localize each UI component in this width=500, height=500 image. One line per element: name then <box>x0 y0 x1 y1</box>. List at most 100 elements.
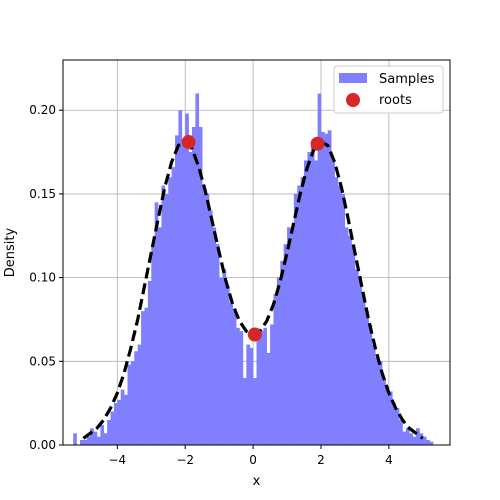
x-tick-label: 4 <box>385 453 393 467</box>
y-tick-label: 0.20 <box>29 103 56 117</box>
histogram-bar <box>287 227 291 445</box>
histogram-bar <box>205 193 210 445</box>
y-tick-label: 0.00 <box>29 438 56 452</box>
histogram-bar <box>395 408 400 445</box>
histogram-bar <box>388 391 393 445</box>
histogram-bar <box>144 307 149 445</box>
x-tick-label: −2 <box>176 453 194 467</box>
histogram-bar <box>232 311 237 445</box>
histogram-bar <box>110 411 115 445</box>
histogram-bar <box>236 327 240 445</box>
histogram-bar <box>117 399 122 445</box>
y-axis-ticks: 0.00 0.05 0.10 0.15 0.20 <box>29 103 63 452</box>
histogram-bar <box>429 441 434 445</box>
histogram-bar <box>378 361 383 445</box>
histogram-bar <box>365 311 369 445</box>
histogram-bar <box>73 433 77 445</box>
histogram-bar <box>402 431 407 445</box>
histogram-bar <box>154 202 159 445</box>
histogram-bar <box>130 361 135 445</box>
histogram-bar <box>103 433 108 445</box>
histogram-bar <box>215 244 220 445</box>
legend: Samples roots <box>333 65 444 114</box>
histogram-bar <box>361 294 366 445</box>
y-tick-label: 0.10 <box>29 271 56 285</box>
x-tick-label: −4 <box>108 453 126 467</box>
histogram-bar <box>307 152 312 445</box>
histogram-bar <box>168 177 172 445</box>
histogram-bar <box>348 235 352 445</box>
histogram-bar <box>246 344 251 445</box>
histogram-bar <box>124 394 128 445</box>
histogram-bar <box>164 193 169 445</box>
histogram-bar <box>385 386 390 445</box>
histogram-bar <box>273 294 278 445</box>
histogram-bar <box>107 419 111 445</box>
legend-label-samples: Samples <box>379 72 435 87</box>
histogram-bar <box>266 352 271 445</box>
histogram-bar <box>120 389 125 445</box>
histogram-bar <box>249 347 254 445</box>
histogram-bar <box>93 431 98 445</box>
x-axis-ticks: −4 −2 0 2 4 <box>108 445 393 467</box>
histogram-bar <box>409 433 413 445</box>
histogram-bar <box>422 436 427 445</box>
histogram-bar <box>304 160 308 445</box>
root-marker <box>310 136 325 151</box>
histogram-bar <box>263 327 267 445</box>
histogram-bar <box>358 277 363 445</box>
root-markers <box>181 135 325 342</box>
histogram-bar <box>392 403 396 445</box>
histogram-bar <box>426 439 430 445</box>
histogram-bar <box>314 160 318 445</box>
histogram-bar <box>270 324 274 445</box>
histogram-bar <box>79 439 84 445</box>
y-tick-label: 0.15 <box>29 187 56 201</box>
x-tick-label: 0 <box>249 453 257 467</box>
histogram-bar <box>141 311 145 445</box>
histogram-bar <box>161 185 166 446</box>
histogram-bar <box>181 138 186 445</box>
histogram-bar <box>412 436 417 445</box>
histogram-bar <box>86 436 91 445</box>
histogram-bar <box>354 269 359 445</box>
histogram-bar <box>334 177 339 445</box>
histogram-bar <box>171 167 176 445</box>
histogram-bar <box>222 269 227 445</box>
histogram-bar <box>178 110 183 445</box>
histogram-bar <box>416 428 420 445</box>
histogram-bar <box>195 93 200 445</box>
histogram-bar <box>219 277 223 445</box>
histogram-bar <box>324 133 329 446</box>
histogram-bar <box>202 185 206 446</box>
histogram-bar <box>276 277 281 445</box>
histogram-bar <box>147 280 152 445</box>
histogram-bar <box>256 336 261 445</box>
histogram-bar <box>310 143 315 445</box>
histogram-bar <box>225 285 230 445</box>
histogram-bar <box>151 244 155 445</box>
histogram-bar <box>375 357 380 445</box>
histogram-bar <box>331 160 335 445</box>
histogram-bar <box>293 193 298 445</box>
root-marker <box>247 327 262 342</box>
histogram-bar <box>242 378 247 445</box>
histogram-bar <box>297 185 301 446</box>
histogram-bar <box>399 419 403 445</box>
histogram-bar <box>185 113 189 445</box>
histogram-bar <box>371 344 376 445</box>
histogram-bars <box>73 93 434 446</box>
histogram-bar <box>317 93 322 445</box>
histogram-bar <box>344 227 349 445</box>
legend-swatch-samples <box>339 73 367 83</box>
legend-label-roots: roots <box>379 93 412 108</box>
histogram-bar <box>341 193 346 445</box>
histogram-bar <box>259 331 264 445</box>
histogram-bar <box>280 260 284 445</box>
y-axis-label: Density <box>3 227 18 277</box>
histogram-bar <box>337 185 342 446</box>
legend-marker-roots <box>346 93 360 107</box>
histogram-bar <box>239 331 244 445</box>
histogram-bar <box>96 436 101 445</box>
